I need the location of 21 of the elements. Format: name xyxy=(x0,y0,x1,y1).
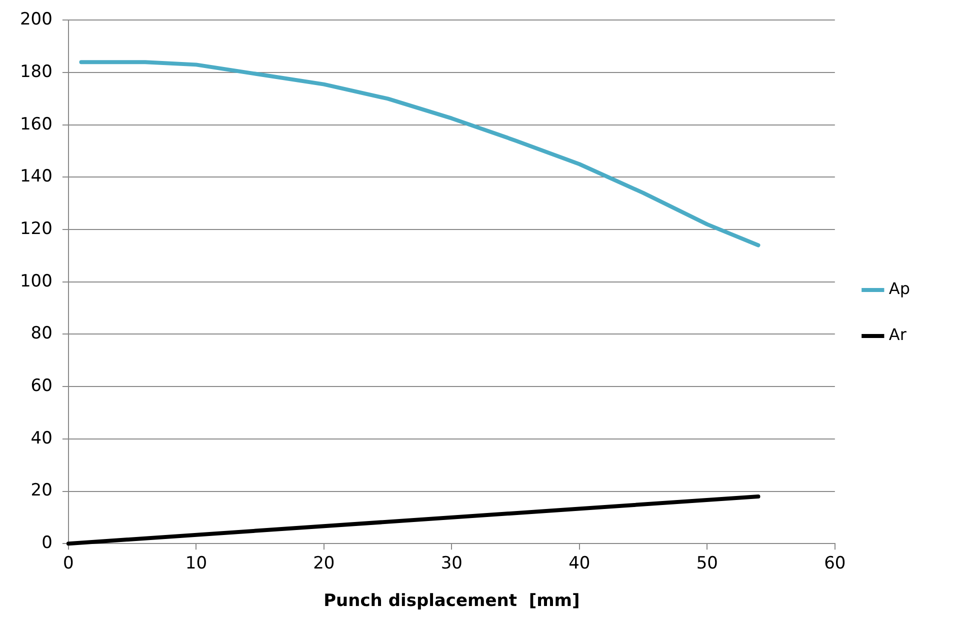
y-tick-label: 80 xyxy=(30,324,52,344)
y-tick-label: 40 xyxy=(30,428,52,448)
y-tick-label: 120 xyxy=(20,218,52,239)
x-tick-label: 0 xyxy=(63,554,74,574)
x-tick-label: 60 xyxy=(824,554,846,574)
y-tick-label: 20 xyxy=(30,480,52,501)
legend-label: Ar xyxy=(888,325,907,344)
x-tick-label: 10 xyxy=(185,554,208,574)
y-tick-label: 200 xyxy=(20,10,52,30)
y-tick-label: 140 xyxy=(20,166,52,187)
x-tick-label: 40 xyxy=(568,554,590,574)
x-axis-title: Punch displacement [mm] xyxy=(324,591,580,612)
y-tick-label: 60 xyxy=(30,376,52,396)
x-tick-label: 20 xyxy=(313,554,335,574)
y-tick-label: 160 xyxy=(20,114,52,134)
y-tick-label: 180 xyxy=(20,62,52,82)
x-tick-label: 50 xyxy=(696,554,718,574)
y-tick-label: 100 xyxy=(20,271,52,292)
x-tick-label: 30 xyxy=(440,554,462,574)
legend-label: Ap xyxy=(888,279,910,298)
y-tick-label: 0 xyxy=(42,533,52,554)
